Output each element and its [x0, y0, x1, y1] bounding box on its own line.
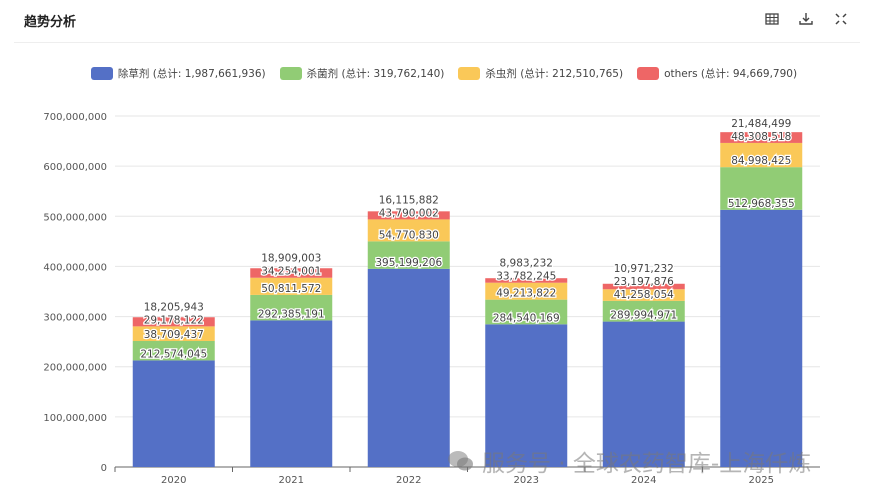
- data-label: 212,574,045: [140, 348, 207, 360]
- x-tick-label: 2023: [514, 475, 539, 486]
- bar-segment: [602, 289, 685, 301]
- legend-swatch: [279, 67, 302, 80]
- data-label: 18,205,943: [144, 301, 204, 313]
- data-label: 33,782,245: [496, 271, 556, 283]
- data-label: 284,540,169: [493, 312, 560, 324]
- data-label: 289,994,971: [610, 310, 677, 322]
- bar-segment: [367, 211, 450, 220]
- legend-label: 杀菌剂 (总计: 319,762,140): [306, 68, 445, 80]
- bar-segment: [720, 132, 803, 143]
- data-label: 16,115,882: [379, 194, 439, 206]
- y-tick-label: 100,000,000: [43, 413, 107, 424]
- bar-segment: [485, 299, 568, 325]
- y-tick-label: 500,000,000: [43, 212, 107, 223]
- data-label: 50,811,572: [261, 283, 321, 295]
- y-tick-label: 300,000,000: [43, 313, 107, 324]
- y-tick-label: 700,000,000: [43, 112, 107, 123]
- data-label: 54,770,830: [379, 229, 439, 241]
- x-tick-label: 2024: [631, 475, 656, 486]
- watermark: 服务号 · 全球农药智库-上海仟炼: [446, 444, 811, 478]
- bar-segment: [485, 282, 568, 300]
- y-tick-label: 0: [101, 463, 107, 474]
- bar-segment: [367, 219, 450, 242]
- bar-segment: [132, 326, 215, 341]
- bar-segment: [132, 317, 215, 327]
- legend-item[interactable]: 除草剂 (总计: 1,987,661,936): [90, 66, 266, 81]
- header-divider: [14, 42, 860, 43]
- wechat-icon: [448, 451, 473, 471]
- download-icon[interactable]: [797, 10, 815, 28]
- bar-segment: [367, 241, 450, 269]
- panel-title: 趋势分析: [24, 15, 77, 30]
- legend-label: 除草剂 (总计: 1,987,661,936): [117, 68, 266, 80]
- data-label: 18,909,003: [261, 253, 321, 265]
- data-label: 43,790,002: [379, 207, 439, 219]
- data-label: 49,213,822: [496, 288, 556, 300]
- data-label: 41,258,054: [614, 289, 674, 301]
- data-label: 23,197,876: [614, 276, 674, 288]
- x-tick-label: 2021: [279, 475, 304, 486]
- legend-item[interactable]: others (总计: 94,669,790): [637, 66, 797, 81]
- bar-segment: [485, 324, 568, 467]
- bar-segment: [602, 300, 685, 322]
- fullscreen-icon[interactable]: [832, 10, 850, 28]
- legend-label: 杀虫剂 (总计: 212,510,765): [485, 68, 624, 80]
- data-label: 8,983,232: [500, 258, 553, 270]
- bar-segment: [720, 142, 803, 168]
- legend-swatch: [637, 67, 660, 80]
- data-label: 10,971,232: [614, 263, 674, 275]
- bar-segment: [602, 321, 685, 467]
- x-tick-label: 2020: [161, 475, 186, 486]
- bar-segment: [132, 360, 215, 467]
- data-label: 512,968,355: [728, 198, 795, 210]
- bar-segment: [367, 268, 450, 467]
- y-tick-label: 200,000,000: [43, 363, 107, 374]
- legend: 除草剂 (总计: 1,987,661,936) 杀菌剂 (总计: 319,762,…: [0, 66, 888, 81]
- legend-item[interactable]: 杀菌剂 (总计: 319,762,140): [279, 66, 445, 81]
- bar-segment: [250, 268, 333, 278]
- legend-item[interactable]: 杀虫剂 (总计: 212,510,765): [458, 66, 623, 81]
- data-label: 29,178,122: [144, 314, 204, 326]
- data-label: 84,998,425: [731, 155, 791, 167]
- legend-swatch: [90, 67, 113, 80]
- x-tick-label: 2022: [396, 475, 421, 486]
- table-icon[interactable]: [763, 10, 781, 28]
- bar-segment: [250, 294, 333, 321]
- data-label: 21,484,499: [731, 118, 791, 130]
- x-tick-label: 2025: [749, 475, 774, 486]
- bar-segment: [485, 278, 568, 283]
- bar-segment: [720, 167, 803, 210]
- legend-swatch: [458, 67, 481, 80]
- bar-segment: [250, 320, 333, 467]
- bar-segment: [602, 283, 685, 290]
- data-label: 34,254,001: [261, 266, 321, 278]
- y-tick-label: 600,000,000: [43, 162, 107, 173]
- legend-label: others (总计: 94,669,790): [664, 68, 798, 80]
- bar-segment: [720, 209, 803, 467]
- data-label: 395,199,206: [375, 257, 442, 269]
- y-tick-label: 400,000,000: [43, 262, 107, 273]
- bar-segment: [132, 340, 215, 361]
- data-label: 292,385,191: [258, 308, 325, 320]
- data-label: 48,308,518: [731, 131, 791, 143]
- data-label: 38,709,437: [144, 329, 204, 341]
- watermark-text: 服务号 · 全球农药智库-上海仟炼: [482, 451, 812, 477]
- bar-segment: [250, 277, 333, 295]
